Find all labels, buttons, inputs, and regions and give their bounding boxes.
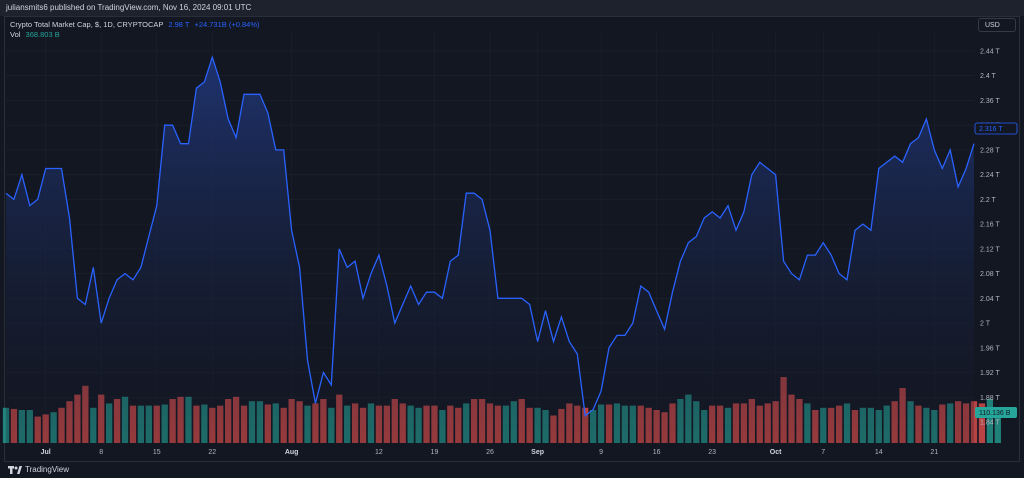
price-tick-label: 1.88 T <box>980 395 1000 402</box>
time-tick-label: 19 <box>431 449 439 456</box>
chart-legend: Crypto Total Market Cap, $, 1D, CRYPTOCA… <box>10 20 260 40</box>
volume-label: 110.136 B <box>979 410 1011 417</box>
volume-legend-label: Vol <box>10 30 21 39</box>
price-tick-label: 2.4 T <box>980 73 997 80</box>
time-tick-label: 14 <box>875 449 883 456</box>
time-tick-label: 8 <box>99 449 103 456</box>
volume-legend-value: 368.803 B <box>25 30 60 39</box>
price-axis[interactable]: 2.44 T2.4 T2.36 T2.32 T2.28 T2.24 T2.2 T… <box>980 49 1000 427</box>
publisher-text: juliansmits6 published on TradingView.co… <box>6 3 252 12</box>
change-value: +24.731B (+0.84%) <box>194 20 260 29</box>
publisher-bar: juliansmits6 published on TradingView.co… <box>0 0 1024 16</box>
time-tick-label: 23 <box>708 449 716 456</box>
price-label-badge: 2.316 T <box>974 122 1018 135</box>
price-tick-label: 2.08 T <box>980 271 1000 278</box>
price-tick-label: 2 T <box>980 321 991 328</box>
volume-label-badge: 110.136 B <box>975 407 1017 418</box>
time-tick-label: 9 <box>599 449 603 456</box>
price-tick-label: 2.04 T <box>980 296 1000 303</box>
volume-bar <box>986 399 994 443</box>
price-tick-label: 1.92 T <box>980 370 1000 377</box>
price-tick-label: 2.12 T <box>980 246 1000 253</box>
time-tick-label: Aug <box>285 449 299 456</box>
time-tick-label: Sep <box>531 449 544 456</box>
price-line <box>5 55 975 418</box>
time-tick-label: Oct <box>770 449 782 456</box>
time-tick-label: Jul <box>41 449 51 456</box>
price-tick-label: 1.96 T <box>980 345 1000 352</box>
tradingview-logo[interactable]: TradingView <box>8 465 69 474</box>
price-label: 2.316 T <box>979 126 1003 133</box>
price-tick-label: 2.36 T <box>980 98 1000 105</box>
price-tick-label: 1.84 T <box>980 420 1000 427</box>
bottom-bar <box>0 462 1024 478</box>
time-tick-label: 22 <box>208 449 216 456</box>
currency-button[interactable]: USD <box>978 18 1016 32</box>
time-tick-label: 7 <box>821 449 825 456</box>
time-tick-label: 15 <box>153 449 161 456</box>
time-tick-label: 16 <box>653 449 661 456</box>
price-tick-label: 2.28 T <box>980 147 1000 154</box>
logo-text: TradingView <box>25 465 70 474</box>
last-value: 2.98 T <box>168 20 190 29</box>
time-tick-label: 26 <box>486 449 494 456</box>
price-tick-label: 2.24 T <box>980 172 1000 179</box>
time-tick-label: 12 <box>375 449 383 456</box>
volume-bar <box>994 416 1001 443</box>
price-area <box>6 57 974 444</box>
price-tick-label: 2.2 T <box>980 197 997 204</box>
chart-frame <box>4 16 1020 462</box>
tradingview-logo-icon <box>8 465 22 474</box>
time-axis[interactable]: Jul 8 15 22 Aug 12 19 26 Sep 9 16 23 Oct 7 14 21 <box>41 449 939 456</box>
symbol-label[interactable]: Crypto Total Market Cap, $, 1D, CRYPTOCA… <box>10 20 164 29</box>
volume-bar <box>978 403 986 443</box>
time-tick-label: 21 <box>930 449 938 456</box>
price-tick-label: 2.16 T <box>980 222 1000 229</box>
price-tick-label: 2.44 T <box>980 49 1000 56</box>
